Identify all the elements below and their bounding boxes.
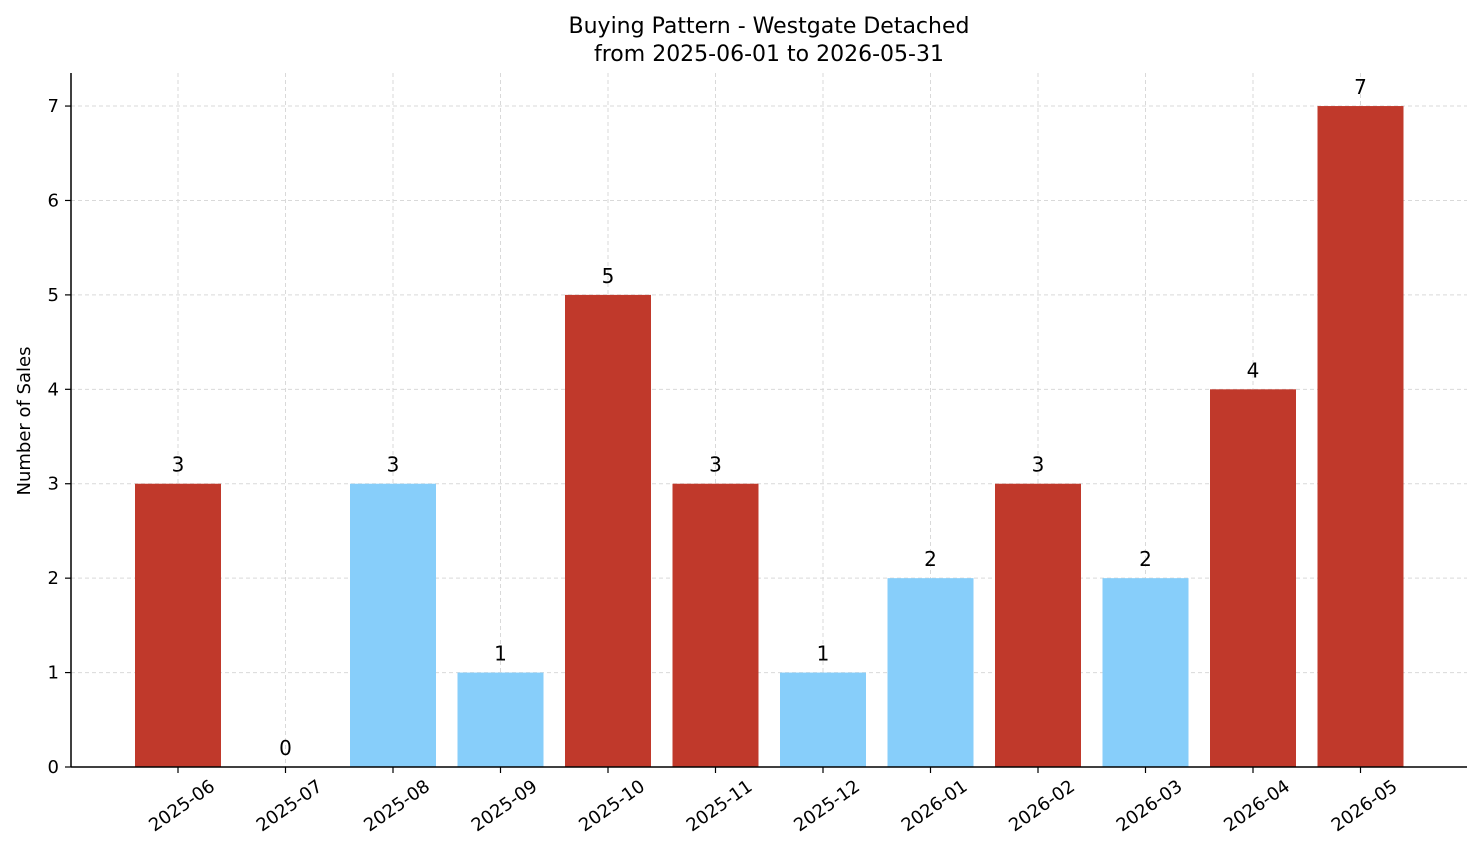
y-tick-label: 2: [48, 568, 59, 589]
x-tick-label: 2026-02: [1005, 776, 1079, 836]
y-tick-label: 4: [48, 379, 59, 400]
chart-subtitle: from 2025-06-01 to 2026-05-31: [594, 42, 944, 67]
y-tick-label: 1: [48, 663, 59, 684]
x-tick-label: 2025-12: [790, 776, 864, 836]
bar-value-label: 5: [602, 264, 615, 288]
y-tick-label: 5: [48, 285, 59, 306]
y-tick-label: 6: [48, 190, 59, 211]
bar-value-label: 3: [709, 453, 722, 477]
y-axis-label: Number of Sales: [14, 346, 35, 495]
bar-value-label: 4: [1247, 358, 1260, 382]
data-labels: 3 0 3 1 5 3 1 2 3 2 4 7: [172, 75, 1367, 760]
x-tick-label: 2026-05: [1328, 776, 1402, 836]
y-tick-label: 3: [48, 474, 59, 495]
x-tick-label: 2025-06: [145, 776, 219, 836]
bar-value-label: 3: [172, 453, 185, 477]
bar-2026-05: [1317, 106, 1404, 768]
bar-value-label: 2: [1139, 547, 1152, 571]
chart-title: Buying Pattern - Westgate Detached: [569, 14, 970, 39]
bar-2025-12: [780, 672, 866, 767]
y-tick-label: 7: [48, 96, 59, 117]
x-tick-label: 2025-08: [360, 776, 434, 836]
bar-2025-11: [672, 483, 759, 767]
bar-value-label: 3: [1032, 453, 1045, 477]
y-tick-label: 0: [48, 757, 59, 778]
bar-2026-01: [887, 578, 974, 767]
bar-2026-02: [995, 483, 1081, 767]
bar-value-label: 1: [494, 642, 507, 666]
x-tick-label: 2025-09: [468, 776, 542, 836]
x-tick-label: 2025-10: [575, 776, 649, 836]
x-tick-label: 2026-03: [1113, 776, 1187, 836]
x-tick-label: 2025-11: [683, 776, 757, 836]
bar-value-label: 2: [924, 547, 937, 571]
bar-2026-03: [1102, 578, 1189, 767]
bar-series: [135, 106, 1404, 768]
bar-2025-08: [350, 483, 436, 767]
x-tick-label: 2026-04: [1220, 776, 1294, 836]
x-tick-label: 2026-01: [898, 776, 972, 836]
bar-value-label: 7: [1354, 75, 1367, 99]
bar-2026-04: [1210, 389, 1296, 767]
bar-2025-09: [457, 672, 544, 767]
bar-2025-06: [135, 483, 221, 767]
bar-value-label: 1: [817, 642, 830, 666]
x-tick-label: 2025-07: [253, 776, 327, 836]
bar-2025-10: [565, 294, 651, 767]
bar-value-label: 3: [387, 453, 400, 477]
bar-value-label: 0: [279, 736, 292, 760]
